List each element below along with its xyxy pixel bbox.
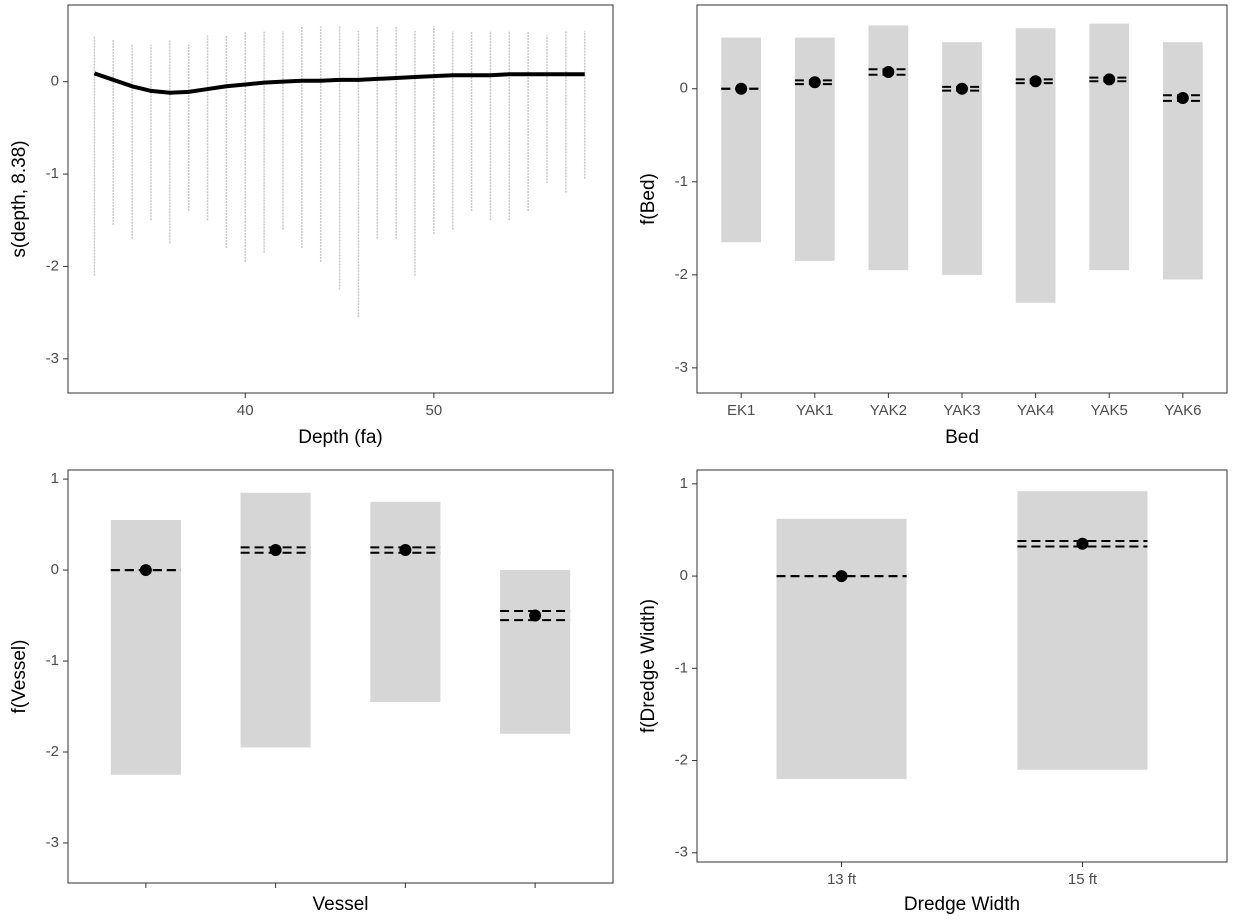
- y-tick-label: 1: [51, 470, 59, 487]
- residual-cloud: [776, 518, 907, 779]
- estimate-point: [835, 570, 848, 583]
- x-axis-title: Vessel: [313, 894, 369, 915]
- y-tick-label: -2: [675, 266, 688, 283]
- estimate-point: [1176, 92, 1189, 105]
- y-axis-title: f(Bed): [638, 173, 659, 225]
- residual-cloud: [500, 570, 571, 734]
- estimate-point: [1029, 75, 1042, 88]
- x-tick-label: YAK6: [1164, 402, 1201, 419]
- y-axis-title: f(Vessel): [9, 640, 30, 714]
- x-tick-label: 40: [237, 402, 254, 419]
- estimate-point: [735, 82, 748, 95]
- residual-cloud: [110, 520, 181, 775]
- x-axis-title: Bed: [945, 427, 979, 448]
- y-tick-label: -1: [675, 659, 688, 676]
- x-tick-label: 13 ft: [827, 871, 857, 888]
- y-tick-label: -2: [46, 743, 59, 760]
- residual-cloud: [370, 501, 441, 702]
- panel: -3 -2 -1 0 1 Dredge Width f(Dredge Width) 13 ft…: [638, 469, 1228, 915]
- residual-cloud: [794, 37, 835, 261]
- estimate-point: [399, 544, 412, 557]
- x-tick-label: YAK3: [943, 402, 980, 419]
- estimate-point: [808, 76, 821, 89]
- estimate-point: [882, 65, 895, 78]
- residual-cloud: [240, 492, 311, 748]
- y-tick-label: -1: [675, 173, 688, 190]
- estimate-point: [269, 544, 282, 557]
- residual-cloud: [1089, 23, 1130, 271]
- y-tick-label: 1: [680, 475, 688, 492]
- y-tick-label: 0: [680, 80, 688, 97]
- x-tick-label: YAK4: [1017, 402, 1054, 419]
- estimate-point: [956, 82, 968, 95]
- y-tick-label: -1: [46, 652, 59, 669]
- x-tick-label: YAK2: [870, 402, 907, 419]
- estimate-point: [139, 564, 152, 577]
- y-tick-label: -1: [46, 165, 59, 182]
- y-tick-label: -3: [46, 834, 59, 851]
- panel: -3 -2 -1 0 1 Vessel f(Vessel): [9, 469, 614, 915]
- residual-cloud: [1015, 28, 1056, 303]
- x-tick-label: YAK5: [1091, 402, 1128, 419]
- x-axis-title: Depth (fa): [298, 427, 382, 448]
- y-tick-label: 0: [51, 73, 59, 90]
- x-tick-label: 50: [426, 402, 443, 419]
- estimate-point: [1103, 73, 1116, 86]
- residual-cloud: [942, 42, 982, 275]
- y-axis-title: s(depth, 8.38): [9, 140, 30, 257]
- estimate-point: [1076, 537, 1089, 550]
- x-tick-label: EK1: [727, 402, 755, 419]
- residual-cloud: [1162, 42, 1203, 280]
- residual-cloud: [721, 37, 762, 243]
- panel: -3 -2 -1 0 Depth (fa) s(depth, 8.38) 40 50: [9, 4, 614, 448]
- residual-cloud: [868, 25, 909, 271]
- y-tick-label: -2: [675, 752, 688, 769]
- estimate-point: [529, 609, 542, 622]
- y-tick-label: -3: [46, 350, 59, 367]
- fit-line: [93, 71, 585, 95]
- plot-area: [67, 4, 614, 394]
- residual-cloud: [1017, 491, 1148, 770]
- y-tick-label: 0: [680, 567, 688, 584]
- y-tick-label: -3: [675, 359, 688, 376]
- panel: -3 -2 -1 0 Bed f(Bed) EK1 YAK1 YAK2 YAK3 YAK4 YAK5 Y…: [638, 4, 1228, 448]
- y-tick-label: -2: [46, 257, 59, 274]
- x-axis-title: Dredge Width: [904, 894, 1020, 915]
- x-tick-label: 15 ft: [1068, 871, 1098, 888]
- y-tick-label: 0: [51, 561, 59, 578]
- x-tick-label: YAK1: [796, 402, 833, 419]
- y-tick-label: -3: [675, 844, 688, 861]
- y-axis-title: f(Dredge Width): [638, 599, 659, 733]
